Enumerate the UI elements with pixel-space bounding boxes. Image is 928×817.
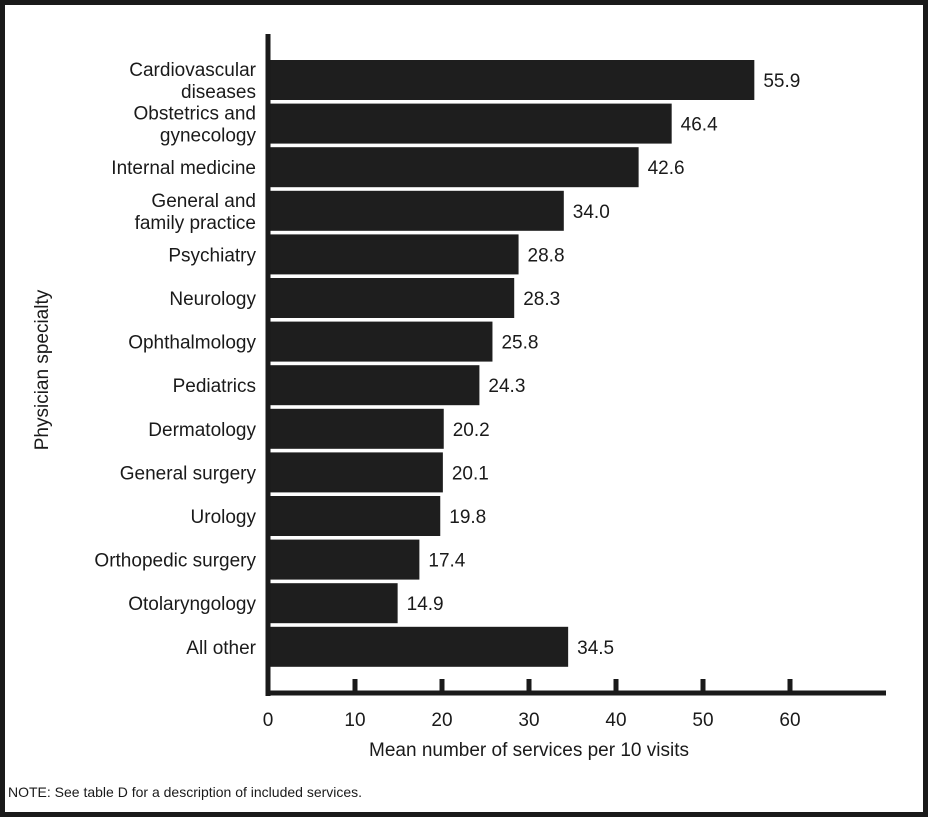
category-label-line: Otolaryngology bbox=[128, 594, 256, 615]
bar bbox=[268, 539, 420, 580]
bar bbox=[268, 321, 493, 362]
data-label: 42.6 bbox=[648, 158, 685, 179]
bar bbox=[268, 408, 444, 449]
category-label: Urology bbox=[191, 507, 257, 528]
category-label: Pediatrics bbox=[173, 376, 256, 397]
y-axis-title: Physician specialty bbox=[32, 289, 53, 450]
data-label: 19.8 bbox=[449, 507, 486, 528]
category-label: Neurology bbox=[169, 289, 256, 310]
category-label-line: Dermatology bbox=[148, 420, 256, 441]
bar bbox=[268, 147, 639, 188]
category-label: Ophthalmology bbox=[128, 333, 256, 354]
x-axis-title: Mean number of services per 10 visits bbox=[369, 740, 689, 761]
bar bbox=[268, 496, 441, 536]
category-label: Internal medicine bbox=[111, 158, 256, 179]
bar bbox=[268, 365, 480, 406]
data-label: 17.4 bbox=[428, 551, 465, 572]
category-label-line: Obstetrics and bbox=[134, 104, 257, 125]
x-tick-label: 50 bbox=[692, 710, 713, 731]
data-label: 28.8 bbox=[528, 245, 565, 266]
category-label: Obstetrics and gynecology bbox=[134, 104, 257, 147]
x-tick-label: 20 bbox=[431, 710, 452, 731]
chart-note: NOTE: See table D for a description of i… bbox=[8, 784, 363, 800]
bars-group: 55.9 Cardiovascular diseases 46.4 Obstetrics… bbox=[94, 60, 800, 667]
data-label: 25.8 bbox=[501, 333, 538, 354]
data-label: 14.9 bbox=[407, 594, 444, 615]
data-label: 20.2 bbox=[453, 420, 490, 441]
category-label-line: Internal medicine bbox=[111, 158, 256, 179]
data-label: 55.9 bbox=[763, 71, 800, 92]
category-label: Cardiovascular diseases bbox=[129, 60, 256, 103]
bar bbox=[268, 234, 519, 275]
category-label-line: Pediatrics bbox=[173, 376, 256, 397]
x-tick-label: 0 bbox=[263, 710, 274, 731]
bar bbox=[268, 190, 564, 231]
x-tick-label: 10 bbox=[344, 710, 365, 731]
category-label-line: diseases bbox=[181, 82, 256, 103]
data-label: 34.5 bbox=[577, 638, 614, 659]
data-label: 34.0 bbox=[573, 202, 610, 223]
category-label-line: family practice bbox=[135, 213, 256, 234]
data-label: 28.3 bbox=[523, 289, 560, 310]
category-label-line: Orthopedic surgery bbox=[94, 551, 256, 572]
x-tick-label: 40 bbox=[605, 710, 626, 731]
category-label-line: Cardiovascular bbox=[129, 60, 256, 81]
data-label: 24.3 bbox=[488, 376, 525, 397]
category-label: Psychiatry bbox=[168, 245, 256, 266]
category-label-line: Urology bbox=[191, 507, 257, 528]
category-label-line: gynecology bbox=[160, 126, 257, 147]
category-label: General surgery bbox=[120, 463, 257, 484]
category-label-line: Neurology bbox=[169, 289, 256, 310]
category-label: Otolaryngology bbox=[128, 594, 256, 615]
x-tick-label: 60 bbox=[779, 710, 800, 731]
category-label: Dermatology bbox=[148, 420, 256, 441]
data-label: 20.1 bbox=[452, 463, 489, 484]
category-label: General and family practice bbox=[135, 191, 256, 234]
category-label: Orthopedic surgery bbox=[94, 551, 256, 572]
bar bbox=[268, 626, 569, 667]
category-label-line: General surgery bbox=[120, 463, 257, 484]
bar bbox=[268, 278, 515, 318]
bar bbox=[268, 452, 443, 493]
category-label: All other bbox=[186, 638, 256, 659]
bar bbox=[268, 60, 755, 100]
bar bbox=[268, 583, 398, 624]
data-label: 46.4 bbox=[681, 115, 718, 136]
category-label-line: Ophthalmology bbox=[128, 333, 256, 354]
axes-group: 0 10 20 30 40 50 60 bbox=[263, 34, 886, 731]
bar bbox=[268, 103, 672, 144]
x-tick-label: 30 bbox=[518, 710, 539, 731]
category-label-line: All other bbox=[186, 638, 256, 659]
category-label-line: General and bbox=[151, 191, 256, 212]
category-label-line: Psychiatry bbox=[168, 245, 256, 266]
